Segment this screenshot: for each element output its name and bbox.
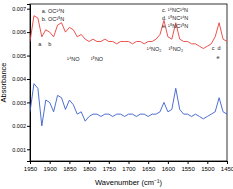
y-tick-mark (27, 32, 30, 33)
annotation: b. OC¹⁵N (42, 16, 64, 22)
x-tick-label: 1500 (201, 166, 215, 172)
annotation: c (212, 45, 215, 51)
y-tick-mark (27, 149, 30, 150)
x-tick-mark (168, 161, 169, 164)
x-tick-label: 1650 (142, 166, 156, 172)
x-tick-mark (129, 161, 130, 164)
x-tick: 1600 (162, 161, 176, 172)
y-tick-label: 0.001 (12, 147, 26, 153)
annotation: ¹⁴NO₂ (147, 46, 162, 52)
x-tick-mark (50, 161, 51, 164)
y-tick: 0.002 (12, 123, 30, 129)
annotation: ¹⁵NO (91, 56, 104, 62)
y-tick: 0.001 (12, 147, 30, 153)
x-tick-label: 1850 (63, 166, 77, 172)
x-tick-label: 1700 (122, 166, 136, 172)
y-tick: 0.006 (12, 29, 30, 35)
annotation: b (48, 41, 51, 47)
y-tick-mark (27, 102, 30, 103)
y-tick-label: 0.005 (12, 53, 26, 59)
y-tick-label: 0.007 (12, 6, 26, 12)
x-tick-label: 1450 (221, 166, 233, 172)
x-tick-mark (89, 161, 90, 164)
x-tick: 1550 (181, 161, 195, 172)
annotation: ¹⁵NO₂ (169, 46, 184, 52)
annotation: c. ¹⁴NC¹⁴N (162, 7, 188, 13)
plot-area (30, 16, 227, 126)
plot-frame (30, 4, 227, 161)
x-axis-line (31, 162, 228, 165)
x-tick-label: 1900 (44, 166, 58, 172)
y-axis-title: Absorbance (0, 62, 8, 102)
y-tick-label: 0.004 (12, 76, 26, 82)
chart: 1950 1900 1850 1800 1750 1700 1650 1600 1550 1500… (0, 0, 233, 189)
spectrum-line (30, 84, 227, 126)
x-tick-mark (188, 161, 189, 164)
y-tick: 0.005 (12, 53, 30, 59)
y-tick-mark (27, 79, 30, 80)
annotation: ¹⁴NO (67, 56, 80, 62)
x-tick: 1900 (44, 161, 58, 172)
spectrum-line (30, 16, 227, 49)
x-tick-label: 1600 (162, 166, 176, 172)
y-axis-line (27, 5, 31, 162)
y-tick-label: 0.003 (12, 100, 26, 106)
annotation: d. ¹⁵NC¹⁴N (162, 15, 188, 21)
y-tick-mark (27, 9, 30, 10)
x-tick: 1850 (63, 161, 77, 172)
y-tick: 0.007 (12, 6, 30, 12)
x-tick: 1450 (221, 161, 233, 172)
x-tick-label: 1750 (103, 166, 117, 172)
x-tick-mark (109, 161, 110, 164)
y-tick: 0.004 (12, 76, 30, 82)
x-tick-label: 1950 (24, 166, 38, 172)
x-tick-label: 1800 (83, 166, 97, 172)
x-tick-mark (148, 161, 149, 164)
x-tick: 1500 (201, 161, 215, 172)
x-tick: 1700 (122, 161, 136, 172)
y-tick-mark (27, 126, 30, 127)
x-axis: 1950 1900 1850 1800 1750 1700 1650 1600 1550 1500… (24, 161, 233, 172)
x-tick-mark (227, 161, 228, 164)
x-tick-label: 1550 (181, 166, 195, 172)
annotation: e. ¹⁵NC¹⁵N (162, 23, 188, 29)
x-tick: 1750 (103, 161, 117, 172)
y-tick-label: 0.002 (12, 123, 26, 129)
annotation: a (38, 41, 42, 47)
x-tick-mark (69, 161, 70, 164)
x-tick: 1650 (142, 161, 156, 172)
annotation: e (217, 54, 220, 60)
y-tick-mark (27, 56, 30, 57)
y-tick: 0.003 (12, 100, 30, 106)
x-tick: 1800 (83, 161, 97, 172)
x-tick-mark (207, 161, 208, 164)
annotation: a. OC¹⁴N (42, 8, 65, 14)
annotation: d (218, 45, 221, 51)
y-axis: 0.001 0.002 0.003 0.004 0.005 0.006 0.007 (12, 5, 30, 162)
x-tick: 1950 (24, 161, 38, 172)
y-tick-label: 0.006 (12, 29, 26, 35)
x-axis-title: Wavenumber (cm⁻¹) (95, 178, 162, 187)
